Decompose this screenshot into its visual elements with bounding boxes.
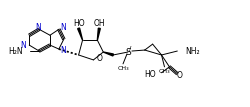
Text: NH₂: NH₂ <box>185 47 200 56</box>
Text: S: S <box>125 48 131 56</box>
Polygon shape <box>103 52 114 56</box>
Text: /: / <box>129 46 131 52</box>
Text: N: N <box>35 23 41 32</box>
Text: N: N <box>20 41 26 50</box>
Text: OH: OH <box>94 19 105 28</box>
Text: CH₃: CH₃ <box>159 69 170 74</box>
Text: HO: HO <box>144 70 156 79</box>
Text: H₂N: H₂N <box>9 47 23 56</box>
Text: CH₃: CH₃ <box>117 66 129 71</box>
Text: O: O <box>96 54 102 63</box>
Text: N: N <box>60 23 66 32</box>
Polygon shape <box>97 28 100 40</box>
Text: N: N <box>60 46 66 55</box>
Text: O: O <box>176 71 182 80</box>
Text: HO: HO <box>73 19 85 28</box>
Polygon shape <box>78 28 82 40</box>
